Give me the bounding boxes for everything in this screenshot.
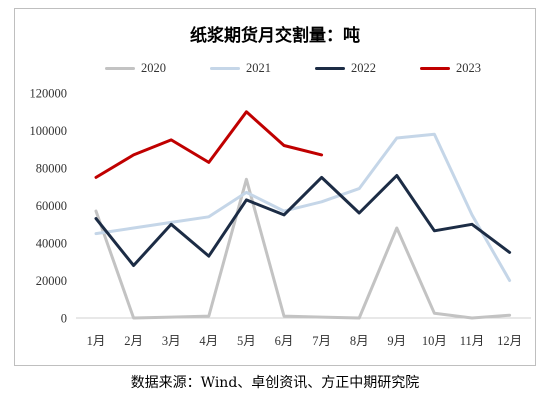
series-line-2020 (94, 177, 512, 320)
x-tick-label: 7月 (312, 334, 331, 348)
legend-swatch (105, 66, 135, 70)
y-tick-label: 120000 (30, 87, 68, 101)
legend-label: 2022 (351, 60, 376, 75)
legend-item-2020: 2020 (105, 58, 166, 78)
x-tick-label: 9月 (387, 334, 406, 348)
y-tick-label: 60000 (36, 199, 67, 213)
source-note: 数据来源：Wind、卓创资讯、方正中期研究院 (130, 375, 420, 391)
x-tick-label: 12月 (497, 334, 522, 348)
legend-item-2021: 2021 (210, 58, 271, 78)
legend-item-2023: 2023 (420, 58, 481, 78)
x-tick-label: 10月 (422, 334, 447, 348)
chart-title: 纸浆期货月交割量：吨 (190, 26, 360, 46)
x-tick-label: 5月 (237, 334, 256, 348)
legend-swatch (315, 66, 345, 70)
legend-swatch (420, 66, 450, 70)
x-tick-label: 1月 (87, 334, 106, 348)
y-tick-label: 20000 (36, 274, 67, 288)
legend-label: 2021 (246, 60, 271, 75)
series-line-2022 (94, 174, 512, 267)
y-tick-label: 40000 (36, 237, 67, 251)
x-tick-label: 3月 (162, 334, 181, 348)
x-tick-label: 2月 (124, 334, 143, 348)
y-tick-label: 100000 (30, 124, 68, 138)
legend-label: 2023 (456, 60, 481, 75)
legend: 2020 2021 2022 2023 (0, 58, 550, 78)
x-tick-label: 8月 (350, 334, 369, 348)
series-line-2023 (94, 110, 324, 179)
legend-item-2022: 2022 (315, 58, 376, 78)
legend-swatch (210, 66, 240, 70)
x-tick-label: 11月 (460, 334, 485, 348)
series-line-2021 (94, 132, 512, 282)
y-tick-label: 80000 (36, 162, 67, 176)
x-tick-label: 4月 (199, 334, 218, 348)
y-tick-label: 0 (61, 312, 67, 326)
legend-label: 2020 (141, 60, 166, 75)
x-tick-label: 6月 (275, 334, 294, 348)
